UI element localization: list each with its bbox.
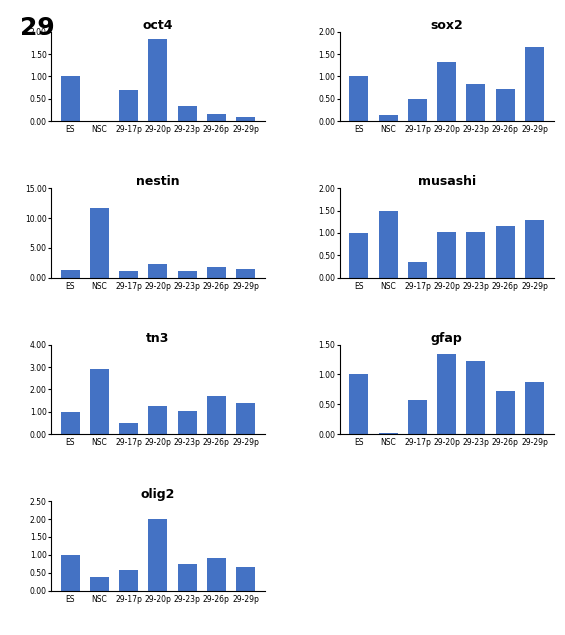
Title: musashi: musashi [418, 175, 476, 189]
Bar [60, 555, 80, 591]
Bar [408, 399, 427, 434]
Title: oct4: oct4 [142, 19, 173, 32]
Bar [177, 411, 197, 434]
Title: sox2: sox2 [431, 19, 463, 32]
Bar [149, 264, 167, 277]
Bar [379, 116, 398, 121]
Bar [177, 107, 197, 121]
Bar [90, 577, 109, 591]
Title: gfap: gfap [431, 332, 463, 345]
Bar [496, 391, 515, 434]
Bar [496, 88, 515, 121]
Bar [467, 361, 485, 434]
Bar [60, 270, 80, 277]
Bar [60, 76, 80, 121]
Bar [437, 62, 456, 121]
Bar [236, 403, 255, 434]
Bar [60, 411, 80, 434]
Bar [207, 267, 226, 277]
Bar [236, 567, 255, 591]
Bar [207, 396, 226, 434]
Title: tn3: tn3 [146, 332, 170, 345]
Bar [119, 90, 138, 121]
Bar [119, 271, 138, 277]
Bar [349, 233, 368, 277]
Bar [207, 558, 226, 591]
Bar [149, 39, 167, 121]
Bar [525, 382, 544, 434]
Bar [149, 406, 167, 434]
Bar [177, 564, 197, 591]
Bar [90, 368, 109, 434]
Bar [119, 570, 138, 591]
Bar [207, 114, 226, 121]
Bar [467, 84, 485, 121]
Bar [236, 269, 255, 277]
Text: 29: 29 [20, 16, 55, 40]
Bar [437, 232, 456, 277]
Bar [525, 48, 544, 121]
Bar [119, 423, 138, 434]
Title: olig2: olig2 [141, 488, 175, 502]
Bar [408, 99, 427, 121]
Bar [437, 354, 456, 434]
Bar [496, 226, 515, 277]
Bar [177, 271, 197, 277]
Bar [236, 117, 255, 121]
Bar [467, 232, 485, 277]
Bar [408, 262, 427, 277]
Bar [90, 208, 109, 277]
Bar [349, 375, 368, 434]
Bar [379, 433, 398, 434]
Title: nestin: nestin [136, 175, 180, 189]
Bar [149, 519, 167, 591]
Bar [349, 76, 368, 121]
Bar [525, 220, 544, 277]
Bar [379, 211, 398, 277]
